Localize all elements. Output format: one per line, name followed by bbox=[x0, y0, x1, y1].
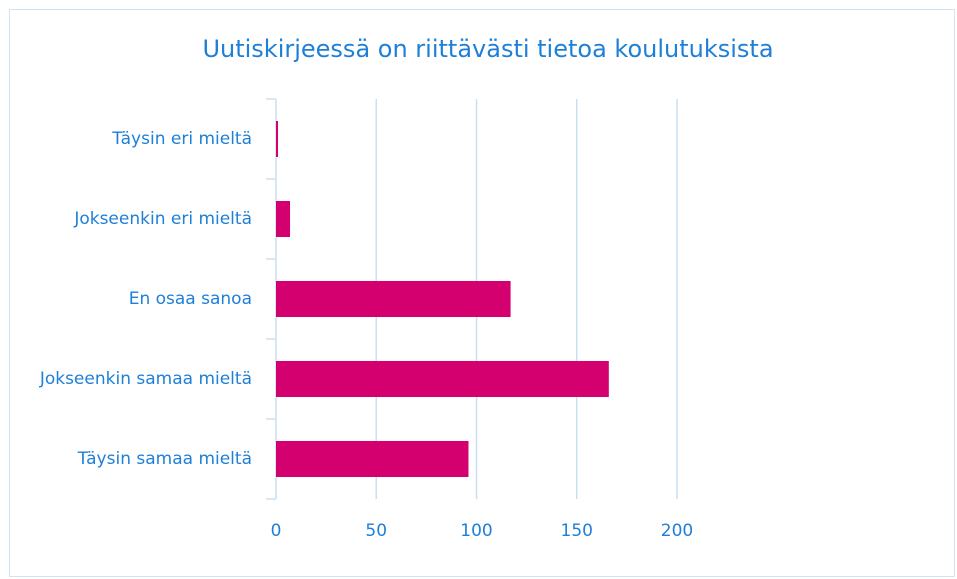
chart-frame bbox=[9, 9, 955, 577]
bar bbox=[276, 441, 469, 477]
y-tick-label: Jokseenkin eri mieltä bbox=[74, 209, 252, 229]
x-tick-label: 0 bbox=[271, 521, 282, 541]
y-tick-label: Täysin samaa mieltä bbox=[77, 449, 252, 469]
bar bbox=[276, 361, 609, 397]
x-tick-label: 50 bbox=[365, 521, 387, 541]
chart-title: Uutiskirjeessä on riittävästi tietoa kou… bbox=[202, 35, 773, 63]
y-tick-label: En osaa sanoa bbox=[128, 289, 252, 309]
x-tick-label: 200 bbox=[661, 521, 693, 541]
bar bbox=[276, 201, 291, 237]
x-tick-label: 100 bbox=[460, 521, 492, 541]
y-tick-label: Täysin eri mieltä bbox=[112, 129, 252, 149]
x-tick-label: 150 bbox=[561, 521, 593, 541]
bar bbox=[276, 281, 511, 317]
bar bbox=[276, 121, 279, 157]
y-tick-label: Jokseenkin samaa mieltä bbox=[39, 369, 252, 389]
